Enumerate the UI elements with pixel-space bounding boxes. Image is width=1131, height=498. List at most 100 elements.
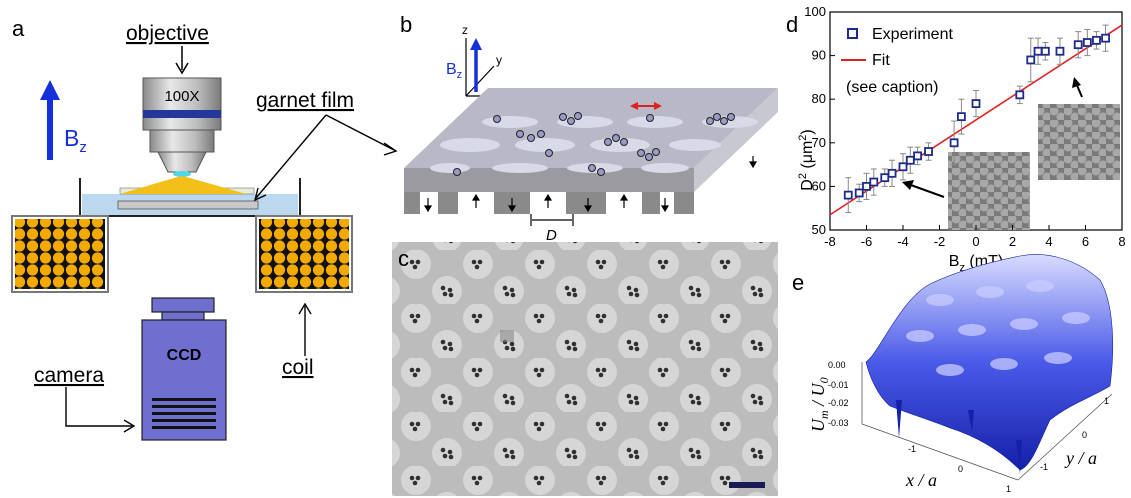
svg-text:-1: -1 bbox=[908, 444, 916, 454]
coil-label: coil bbox=[282, 356, 314, 379]
panel-a-label: a bbox=[12, 16, 25, 41]
data-point bbox=[1082, 38, 1092, 47]
y-axis-ticks: 50 60 70 80 90 100 bbox=[804, 4, 835, 237]
data-point bbox=[971, 99, 981, 108]
data-point bbox=[1055, 46, 1065, 56]
data-point bbox=[880, 173, 890, 183]
fit-line-path bbox=[829, 24, 1123, 216]
x-tick-label: -4 bbox=[897, 234, 909, 249]
micrograph bbox=[392, 242, 778, 496]
scale-bar bbox=[729, 482, 765, 488]
inset-arrowhead-lower bbox=[902, 180, 914, 190]
magnetization-arrows bbox=[423, 156, 758, 213]
objective-label: objective bbox=[126, 22, 209, 45]
film-holes-front bbox=[420, 192, 674, 214]
axis-z-label: z bbox=[462, 23, 468, 37]
potential-surface bbox=[865, 254, 1114, 471]
legend-experiment-marker bbox=[847, 28, 858, 39]
data-point bbox=[924, 147, 933, 156]
garnet-arrowhead-2 bbox=[383, 142, 398, 156]
x-tick-label: -2 bbox=[934, 234, 946, 249]
y-ticks-e: -1 0 1 bbox=[1040, 396, 1109, 472]
legend-fit-label: Fit bbox=[872, 52, 890, 69]
svg-text:-0.03: -0.03 bbox=[828, 418, 849, 428]
camera-arrow bbox=[65, 387, 132, 427]
x-tick-label: 4 bbox=[1045, 234, 1052, 249]
x-ticks-e: -1 0 1 bbox=[908, 444, 1011, 494]
x-tick-label: 2 bbox=[1009, 234, 1016, 249]
svg-text:0: 0 bbox=[958, 464, 963, 474]
surface-wells bbox=[906, 280, 1090, 376]
x-tick-label: -6 bbox=[861, 234, 873, 249]
x-tick-label: -8 bbox=[824, 234, 836, 249]
film-side-face bbox=[694, 88, 778, 192]
fit-line bbox=[829, 24, 1123, 216]
caption-note: (see caption) bbox=[846, 79, 939, 96]
y-tick-label: 60 bbox=[812, 178, 826, 193]
svg-text:1: 1 bbox=[1104, 396, 1109, 406]
data-point bbox=[1040, 46, 1050, 56]
y-tick-label: 100 bbox=[804, 4, 826, 19]
garnet-arrowhead-1 bbox=[253, 187, 267, 202]
coil-left bbox=[11, 215, 109, 293]
panel-d-label: d bbox=[786, 12, 798, 37]
data-point bbox=[905, 155, 915, 165]
x-tick-label: 0 bbox=[972, 234, 979, 249]
ccd-camera-icon bbox=[141, 297, 227, 441]
x-tick-label: 6 bbox=[1082, 234, 1089, 249]
data-point bbox=[854, 188, 864, 198]
sample-cell bbox=[79, 176, 301, 217]
panel-c-label: c bbox=[398, 246, 409, 271]
x-tick-label: 8 bbox=[1118, 234, 1125, 249]
garnet-arrow-1 bbox=[255, 114, 327, 199]
micrograph-dark-spot bbox=[500, 330, 514, 342]
film-front-face bbox=[404, 168, 694, 192]
axis-y-label: y bbox=[496, 53, 502, 67]
garnet-arrow-2 bbox=[325, 114, 395, 151]
motion-arrowhead-right bbox=[654, 102, 662, 110]
svg-text:0.00: 0.00 bbox=[828, 360, 846, 370]
svg-text:0: 0 bbox=[1082, 430, 1087, 440]
objective-lens-icon bbox=[142, 77, 222, 177]
data-point bbox=[913, 151, 922, 161]
axis-y-line bbox=[465, 65, 495, 97]
panel-c: c bbox=[392, 242, 778, 496]
svg-text:-0.02: -0.02 bbox=[828, 398, 849, 408]
camera-label: camera bbox=[34, 364, 104, 387]
inset-lattice-upper bbox=[1038, 104, 1120, 180]
coil-right bbox=[255, 215, 353, 293]
data-point bbox=[1073, 40, 1083, 50]
magnification-label: 100X bbox=[164, 88, 199, 105]
field-arrowhead-b-icon bbox=[470, 38, 482, 50]
y-tick-label: 70 bbox=[812, 135, 826, 150]
objective-arrowhead bbox=[175, 62, 189, 75]
svg-text:1: 1 bbox=[1006, 484, 1011, 494]
svg-text:-1: -1 bbox=[1040, 462, 1048, 472]
panel-e: e 0.00 -0.01 -0.02 -0.03 Um / U0 -1 0 bbox=[792, 254, 1114, 494]
data-point bbox=[869, 177, 879, 187]
data-point bbox=[843, 190, 853, 200]
y-tick-label: 90 bbox=[812, 48, 826, 63]
data-point bbox=[1101, 33, 1110, 43]
period-label: D bbox=[546, 227, 557, 244]
motion-arrowhead-left bbox=[630, 102, 638, 110]
camera-arrowhead bbox=[123, 419, 136, 433]
panel-d: d -8 -6 -4 -2 0 2 4 6 8 50 60 70 80 90 100 Experiment… bbox=[786, 4, 1126, 274]
svg-text:-0.01: -0.01 bbox=[828, 380, 849, 390]
legend-experiment-label: Experiment bbox=[872, 26, 953, 43]
experiment-points bbox=[843, 24, 1110, 214]
panel-a: a objective 100X Bz bbox=[11, 16, 398, 441]
y-tick-label: 50 bbox=[812, 222, 826, 237]
data-point bbox=[957, 112, 966, 122]
y-axis-label: D2 (μm2) bbox=[797, 129, 816, 190]
panel-e-label: e bbox=[792, 270, 804, 295]
x-axis-label-e: x / a bbox=[905, 470, 937, 490]
surface-spikes bbox=[896, 400, 1022, 474]
colloidal-particles bbox=[453, 112, 735, 176]
coil-arrowhead bbox=[298, 302, 312, 315]
data-point bbox=[1015, 90, 1025, 100]
z-ticks: 0.00 -0.01 -0.02 -0.03 bbox=[828, 360, 849, 428]
inset-arrowhead-upper bbox=[1072, 77, 1081, 88]
data-point bbox=[887, 168, 897, 178]
